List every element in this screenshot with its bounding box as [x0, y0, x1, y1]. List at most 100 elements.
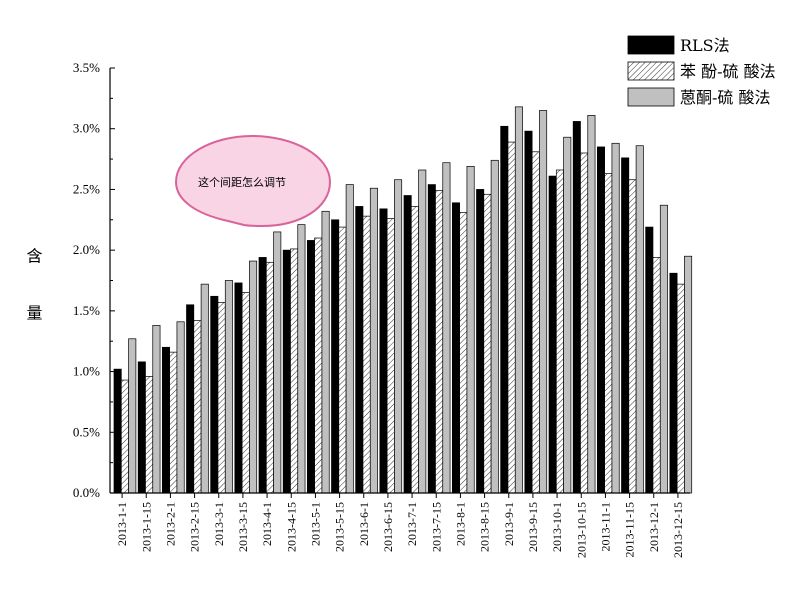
bar-series-3-2013-9-1	[514, 106, 523, 494]
bar-series-2-2013-6-1	[362, 215, 371, 494]
bar-series-3-2013-2-15	[200, 283, 209, 494]
x-tick-label: 2013-11-1	[598, 502, 612, 552]
bar-series-2-2013-3-1	[217, 302, 226, 494]
legend-label: 苯 酚-硫 酸法	[680, 62, 776, 81]
y-tick-label: 3.0%	[73, 121, 100, 136]
bar-series-1-2013-3-15	[234, 282, 243, 494]
bar-series-2-2013-9-15	[531, 151, 540, 494]
bar-series-1-2013-6-15	[379, 208, 388, 494]
x-tick-label: 2013-10-15	[574, 502, 588, 558]
x-tick-label: 2013-5-1	[308, 502, 322, 546]
bars-layer	[113, 106, 693, 494]
x-tick-label: 2013-3-1	[212, 502, 226, 546]
bar-series-1-2013-11-1	[596, 146, 605, 494]
bar-series-3-2013-11-1	[611, 142, 620, 494]
x-tick-label: 2013-6-15	[381, 502, 395, 552]
y-tick-label: 0.5%	[73, 424, 100, 439]
x-tick-label: 2013-5-15	[333, 502, 347, 552]
y-tick-label: 1.5%	[73, 303, 100, 318]
bar-series-3-2013-6-1	[369, 187, 378, 494]
x-tick-label: 2013-2-15	[188, 502, 202, 552]
x-tick-label: 2013-2-1	[163, 502, 177, 546]
bar-series-1-2013-4-15	[282, 249, 291, 494]
x-tick-label: 2013-11-15	[623, 502, 637, 558]
bar-series-3-2013-8-1	[466, 166, 475, 494]
bar-series-2-2013-5-1	[314, 237, 323, 494]
bar-series-2-2013-1-1	[120, 379, 129, 494]
speech-bubble-shape	[174, 134, 332, 228]
bar-series-1-2013-10-15	[572, 121, 581, 494]
bar-series-1-2013-8-1	[451, 202, 460, 494]
bar-series-2-2013-7-1	[410, 206, 419, 494]
bar-series-3-2013-6-15	[394, 179, 403, 494]
bar-series-2-2013-4-15	[290, 248, 299, 494]
bar-series-2-2013-12-1	[652, 257, 661, 494]
bar-series-1-2013-5-1	[306, 240, 315, 494]
bar-series-3-2013-4-15	[297, 224, 306, 494]
bar-series-2-2013-2-15	[193, 320, 202, 494]
bar-series-3-2013-7-1	[418, 169, 427, 494]
bar-series-2-2013-11-15	[628, 179, 637, 494]
legend-swatch	[627, 87, 675, 107]
bar-series-1-2013-12-15	[669, 272, 678, 494]
y-tick-label: 3.5%	[73, 60, 100, 75]
y-tick-label: 2.0%	[73, 242, 100, 257]
bar-series-2-2013-7-15	[435, 190, 444, 494]
annotation-bubble: 这个间距怎么调节	[174, 134, 332, 228]
bar-series-2-2013-3-15	[241, 292, 250, 494]
legend-swatch	[627, 61, 675, 81]
x-tick-label: 2013-8-1	[453, 502, 467, 546]
bar-series-1-2013-1-1	[113, 368, 122, 494]
x-tick-label: 2013-1-1	[115, 502, 129, 546]
bar-series-2-2013-12-15	[676, 283, 685, 494]
bar-series-2-2013-6-15	[386, 218, 395, 494]
x-tick-label: 2013-7-15	[429, 502, 443, 552]
bar-series-3-2013-10-15	[587, 115, 596, 494]
bar-series-2-2013-11-1	[604, 173, 613, 494]
bar-series-3-2013-5-15	[345, 184, 354, 494]
bar-series-2-2013-8-1	[459, 212, 468, 494]
bar-series-1-2013-10-1	[548, 175, 557, 494]
x-tick-label: 2013-9-1	[502, 502, 516, 546]
x-tick-label: 2013-8-15	[478, 502, 492, 552]
bar-series-1-2013-2-1	[161, 346, 170, 494]
bar-series-3-2013-7-15	[442, 162, 451, 494]
bar-series-3-2013-11-15	[635, 145, 644, 494]
bar-series-1-2013-9-15	[524, 130, 533, 494]
bar-series-2-2013-9-1	[507, 141, 516, 494]
bar-series-3-2013-9-15	[539, 110, 548, 494]
bar-series-2-2013-10-15	[580, 152, 589, 494]
bar-series-1-2013-7-1	[403, 195, 412, 494]
bar-series-1-2013-2-15	[186, 304, 195, 494]
bar-series-3-2013-8-15	[490, 159, 499, 494]
bar-series-1-2013-1-15	[137, 361, 146, 494]
bar-series-3-2013-3-1	[224, 280, 233, 494]
x-tick-label: 2013-6-1	[357, 502, 371, 546]
bar-series-3-2013-4-1	[273, 231, 282, 494]
legend-label: 蒽酮-硫 酸法	[680, 88, 771, 107]
annotation-text: 这个间距怎么调节	[198, 175, 286, 189]
x-tick-label: 2013-12-15	[671, 502, 685, 558]
x-tick-label: 2013-4-15	[284, 502, 298, 552]
y-tick-label: 1.0%	[73, 364, 100, 379]
x-tick-label: 2013-9-15	[526, 502, 540, 552]
bar-series-1-2013-9-1	[500, 125, 509, 494]
bar-series-3-2013-12-1	[659, 204, 668, 494]
bar-series-3-2013-5-1	[321, 210, 330, 494]
x-tick-label: 2013-12-1	[647, 502, 661, 552]
legend-label: RLS法	[680, 36, 730, 55]
legend-swatch	[627, 35, 675, 55]
bar-series-1-2013-5-15	[331, 219, 340, 494]
bar-series-3-2013-2-1	[176, 321, 185, 494]
bar-series-2-2013-1-15	[145, 376, 154, 494]
x-tick-label: 2013-10-1	[550, 502, 564, 552]
bar-series-3-2013-1-15	[152, 325, 161, 494]
bar-series-1-2013-4-1	[258, 257, 267, 494]
x-tick-label: 2013-1-15	[139, 502, 153, 552]
bar-series-1-2013-6-1	[355, 206, 364, 494]
axes: 0.0% 0.5% 1.0% 1.5% 2.0% 2.5% 3.0% 3.5% 2013-1-1…	[73, 60, 690, 558]
bar-series-2-2013-8-15	[483, 193, 492, 494]
bar-series-1-2013-12-1	[645, 226, 654, 494]
